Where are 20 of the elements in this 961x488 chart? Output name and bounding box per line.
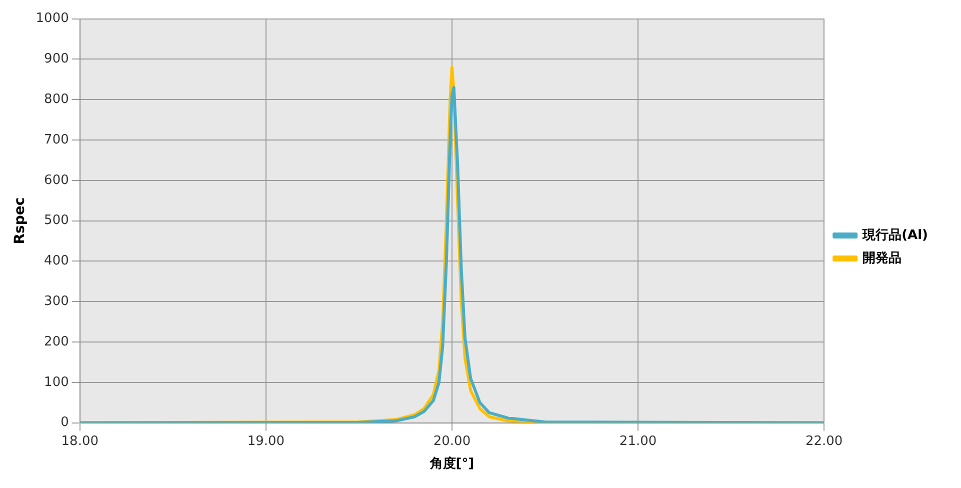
x-tick-label: 18.00 — [61, 434, 98, 449]
legend-label: 開発品 — [862, 250, 902, 266]
y-axis-title: Rspec — [12, 197, 28, 244]
y-tick-label: 1000 — [36, 11, 69, 26]
y-tick-label: 400 — [44, 254, 69, 269]
y-tick-label: 300 — [44, 294, 69, 309]
x-tick-label: 20.00 — [433, 434, 471, 449]
x-tick-label: 22.00 — [805, 434, 843, 449]
y-tick-label: 600 — [44, 172, 69, 188]
y-tick-label: 500 — [44, 213, 69, 228]
y-tick-label: 100 — [44, 374, 69, 390]
y-tick-label: 900 — [44, 52, 69, 67]
y-tick-label: 800 — [44, 92, 69, 107]
legend-label: 現行品(Al) — [862, 228, 928, 243]
x-tick-label: 19.00 — [247, 434, 285, 449]
y-tick-label: 0 — [60, 415, 69, 430]
y-tick-label: 700 — [44, 132, 69, 148]
x-axis-title: 角度[°] — [428, 456, 474, 472]
y-tick-label: 200 — [44, 334, 69, 350]
x-tick-label: 21.00 — [619, 434, 657, 449]
